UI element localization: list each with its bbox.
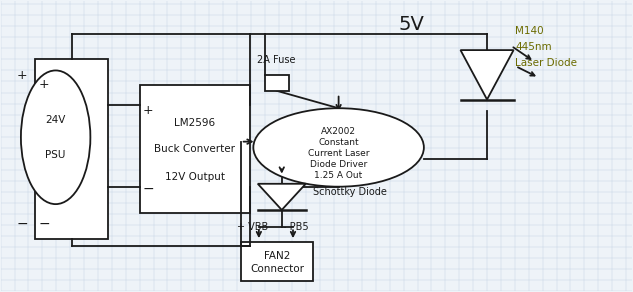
- Bar: [35, 59, 108, 239]
- Text: FAN2: FAN2: [264, 251, 290, 261]
- Text: Buck Converter: Buck Converter: [154, 144, 235, 154]
- Text: Current Laser: Current Laser: [308, 149, 370, 158]
- Bar: [265, 75, 289, 91]
- Circle shape: [253, 108, 424, 187]
- Bar: [140, 85, 250, 213]
- Text: 1.25 A Out: 1.25 A Out: [315, 171, 363, 180]
- Text: 24V: 24V: [46, 115, 66, 125]
- Polygon shape: [258, 184, 306, 210]
- Text: M140: M140: [515, 26, 544, 36]
- Text: +: +: [16, 69, 27, 82]
- Text: Connector: Connector: [250, 264, 304, 274]
- Text: Diode Driver: Diode Driver: [310, 160, 367, 169]
- Text: 5V: 5V: [398, 15, 424, 34]
- Text: AX2002: AX2002: [321, 127, 356, 136]
- Text: −: −: [39, 216, 50, 230]
- Text: 12V Output: 12V Output: [165, 172, 225, 182]
- Text: −: −: [142, 182, 154, 196]
- Text: Constant: Constant: [318, 138, 359, 147]
- Text: +: +: [39, 78, 49, 91]
- Text: −: −: [16, 216, 28, 230]
- Text: Schottky Diode: Schottky Diode: [313, 187, 387, 197]
- Ellipse shape: [21, 70, 91, 204]
- Text: + VBB: + VBB: [237, 222, 268, 232]
- Text: 2A Fuse: 2A Fuse: [258, 55, 296, 65]
- Text: LM2596: LM2596: [174, 118, 215, 128]
- Text: 445nm: 445nm: [515, 42, 552, 52]
- Bar: [241, 242, 313, 281]
- Text: +: +: [142, 104, 153, 117]
- Text: PSU: PSU: [46, 150, 66, 160]
- Text: - PB5: - PB5: [284, 222, 309, 232]
- Polygon shape: [460, 50, 513, 100]
- Text: Laser Diode: Laser Diode: [515, 58, 577, 68]
